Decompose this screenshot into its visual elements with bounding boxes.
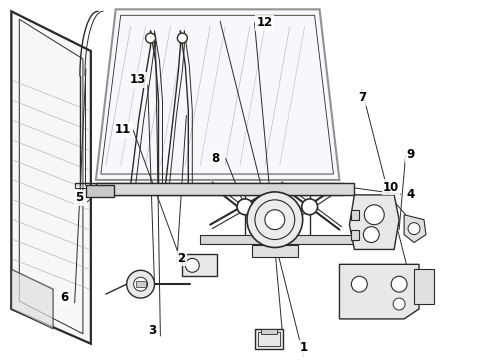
Bar xyxy=(136,281,146,287)
Text: 8: 8 xyxy=(212,152,220,165)
Bar xyxy=(200,235,359,244)
Circle shape xyxy=(134,277,147,291)
Circle shape xyxy=(177,33,187,43)
Circle shape xyxy=(351,276,368,292)
Text: 13: 13 xyxy=(130,73,146,86)
Text: 2: 2 xyxy=(177,252,186,265)
Bar xyxy=(255,329,283,349)
Polygon shape xyxy=(11,269,53,329)
Polygon shape xyxy=(96,9,340,180)
Text: 1: 1 xyxy=(299,341,308,354)
Text: 9: 9 xyxy=(407,148,415,162)
Bar xyxy=(96,183,344,195)
Circle shape xyxy=(127,270,154,298)
Bar xyxy=(261,329,277,334)
Text: 7: 7 xyxy=(358,91,366,104)
Bar xyxy=(182,255,217,276)
Circle shape xyxy=(408,223,420,235)
Circle shape xyxy=(302,199,318,215)
Bar xyxy=(351,210,359,220)
Polygon shape xyxy=(349,195,399,249)
Circle shape xyxy=(265,210,285,230)
Text: 5: 5 xyxy=(75,192,83,204)
Text: 12: 12 xyxy=(256,16,272,29)
Circle shape xyxy=(363,227,379,243)
Circle shape xyxy=(146,33,155,43)
Bar xyxy=(96,183,354,195)
Bar xyxy=(351,230,359,239)
Polygon shape xyxy=(340,264,419,319)
Text: 11: 11 xyxy=(115,123,131,136)
Circle shape xyxy=(393,298,405,310)
Circle shape xyxy=(247,192,303,247)
Bar xyxy=(252,246,298,257)
Polygon shape xyxy=(11,11,91,344)
Text: 6: 6 xyxy=(61,291,69,305)
Circle shape xyxy=(237,199,253,215)
Text: 10: 10 xyxy=(383,181,399,194)
Polygon shape xyxy=(404,215,426,243)
Bar xyxy=(86,185,114,197)
Bar xyxy=(414,269,434,304)
Circle shape xyxy=(365,205,384,225)
Text: 4: 4 xyxy=(407,188,415,201)
Text: 3: 3 xyxy=(148,324,156,337)
Bar xyxy=(258,332,280,346)
Circle shape xyxy=(391,276,407,292)
Circle shape xyxy=(185,258,199,272)
